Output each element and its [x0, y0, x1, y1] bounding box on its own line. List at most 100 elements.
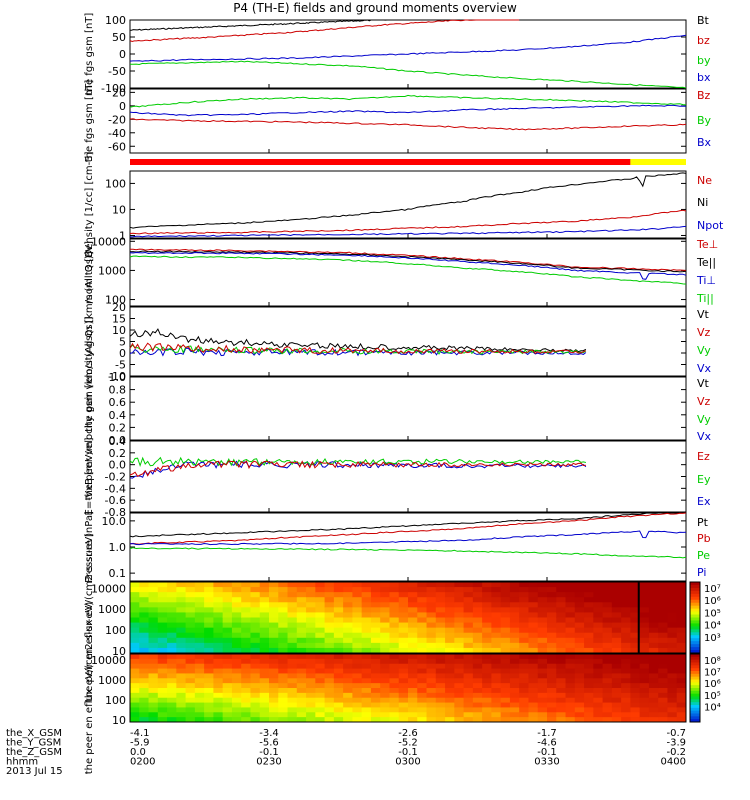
heatmap-cell [556, 627, 567, 634]
heatmap-cell [445, 582, 455, 588]
heatmap-cell [130, 697, 140, 704]
heatmap-cell [287, 668, 298, 674]
heatmap-cell [565, 612, 576, 618]
heatmap-cell [528, 622, 539, 629]
heatmap-cell [213, 632, 224, 639]
heatmap-cell [389, 683, 400, 689]
heatmap-cell [398, 632, 409, 639]
heatmap-cell [611, 712, 622, 718]
heatmap-cell [435, 607, 446, 613]
heatmap-cell [472, 678, 483, 684]
heatmap-cell [556, 582, 567, 588]
heatmap-cell [370, 627, 381, 634]
heatmap-cell [139, 632, 150, 639]
heatmap-cell [204, 622, 214, 629]
heatmap-cell [176, 632, 187, 639]
heatmap-cell [519, 587, 529, 593]
heatmap-cell [621, 642, 631, 649]
heatmap-cell [491, 673, 502, 679]
heatmap-cell [565, 592, 576, 598]
heatmap-cell [482, 637, 492, 644]
heatmap-cell [361, 597, 372, 603]
heatmap-cell [611, 612, 622, 618]
heatmap-cell [352, 668, 363, 674]
heatmap-cell [167, 582, 177, 588]
heatmap-cell [630, 668, 641, 674]
heatmap-cell [157, 627, 168, 634]
heatmap-cell [222, 612, 233, 618]
colorbar-cell [690, 654, 700, 658]
heatmap-cell [324, 592, 335, 598]
heatmap-cell [491, 697, 502, 704]
heatmap-cell [315, 637, 326, 644]
heatmap-cell [389, 592, 400, 598]
colorbar-cell [690, 707, 700, 712]
series-line [129, 530, 687, 546]
heatmap-cell [630, 663, 641, 670]
heatmap-cell [445, 592, 455, 598]
heatmap-cell [658, 647, 668, 654]
heatmap-cell [667, 688, 678, 694]
heatmap-cell [454, 683, 465, 689]
heatmap-cell [389, 663, 400, 670]
heatmap-cell [204, 658, 214, 665]
heatmap-cell [315, 712, 326, 718]
y-tick-label: -50 [108, 65, 126, 78]
heatmap-cell [259, 683, 270, 689]
heatmap-cell [296, 697, 307, 704]
heatmap-cell [222, 688, 233, 694]
heatmap-cell [250, 712, 261, 718]
heatmap-cell [584, 617, 594, 624]
heatmap-cell [167, 688, 177, 694]
heatmap-cell [296, 712, 307, 718]
heatmap-cell [157, 607, 168, 613]
heatmap-cell [667, 632, 678, 639]
heatmap-cell [204, 582, 214, 588]
heatmap-cell [148, 597, 159, 603]
heatmap-cell [176, 582, 187, 588]
heatmap-cell [639, 717, 650, 723]
heatmap-cell [658, 627, 668, 634]
heatmap-cell [630, 673, 641, 679]
heatmap-cell [185, 612, 196, 618]
heatmap-cell [584, 607, 594, 613]
colorbar-cell [690, 650, 700, 654]
heatmap-cell [676, 612, 687, 618]
legend-entry: Pb [697, 532, 711, 545]
heatmap-cell [519, 612, 529, 618]
heatmap-cell [454, 712, 465, 718]
heatmap-cell [139, 688, 150, 694]
heatmap-cell [676, 678, 687, 684]
heatmap-cell [537, 627, 548, 634]
heatmap-cell [435, 707, 446, 713]
heatmap-cell [315, 688, 326, 694]
heatmap-cell [500, 612, 511, 618]
heatmap-cell [658, 622, 668, 629]
heatmap-cell [482, 602, 492, 608]
heatmap-cell [417, 592, 428, 598]
heatmap-cell [194, 688, 205, 694]
heatmap-cell [584, 663, 594, 670]
heatmap-cell [565, 663, 576, 670]
heatmap-cell [500, 597, 511, 603]
heatmap-cell [454, 617, 465, 624]
heatmap-cell [148, 673, 159, 679]
heatmap-cell [426, 712, 437, 718]
heatmap-cell [463, 607, 474, 613]
heatmap-cell [278, 632, 289, 639]
y-axis-label: Density [1/cc] [cm-3] [84, 151, 95, 257]
heatmap-cell [287, 617, 298, 624]
heatmap-cell [306, 647, 316, 654]
heatmap-cell [593, 602, 604, 608]
heatmap-cell [519, 617, 529, 624]
heatmap-cell [130, 607, 140, 613]
heatmap-cell [324, 642, 335, 649]
heatmap-cell [435, 637, 446, 644]
heatmap-cell [454, 673, 465, 679]
colorbar-cell [690, 656, 700, 661]
heatmap-cell [176, 683, 187, 689]
heatmap-cell [352, 712, 363, 718]
heatmap-cell [352, 647, 363, 654]
heatmap-cell [167, 654, 177, 660]
heatmap-cell [380, 627, 390, 634]
